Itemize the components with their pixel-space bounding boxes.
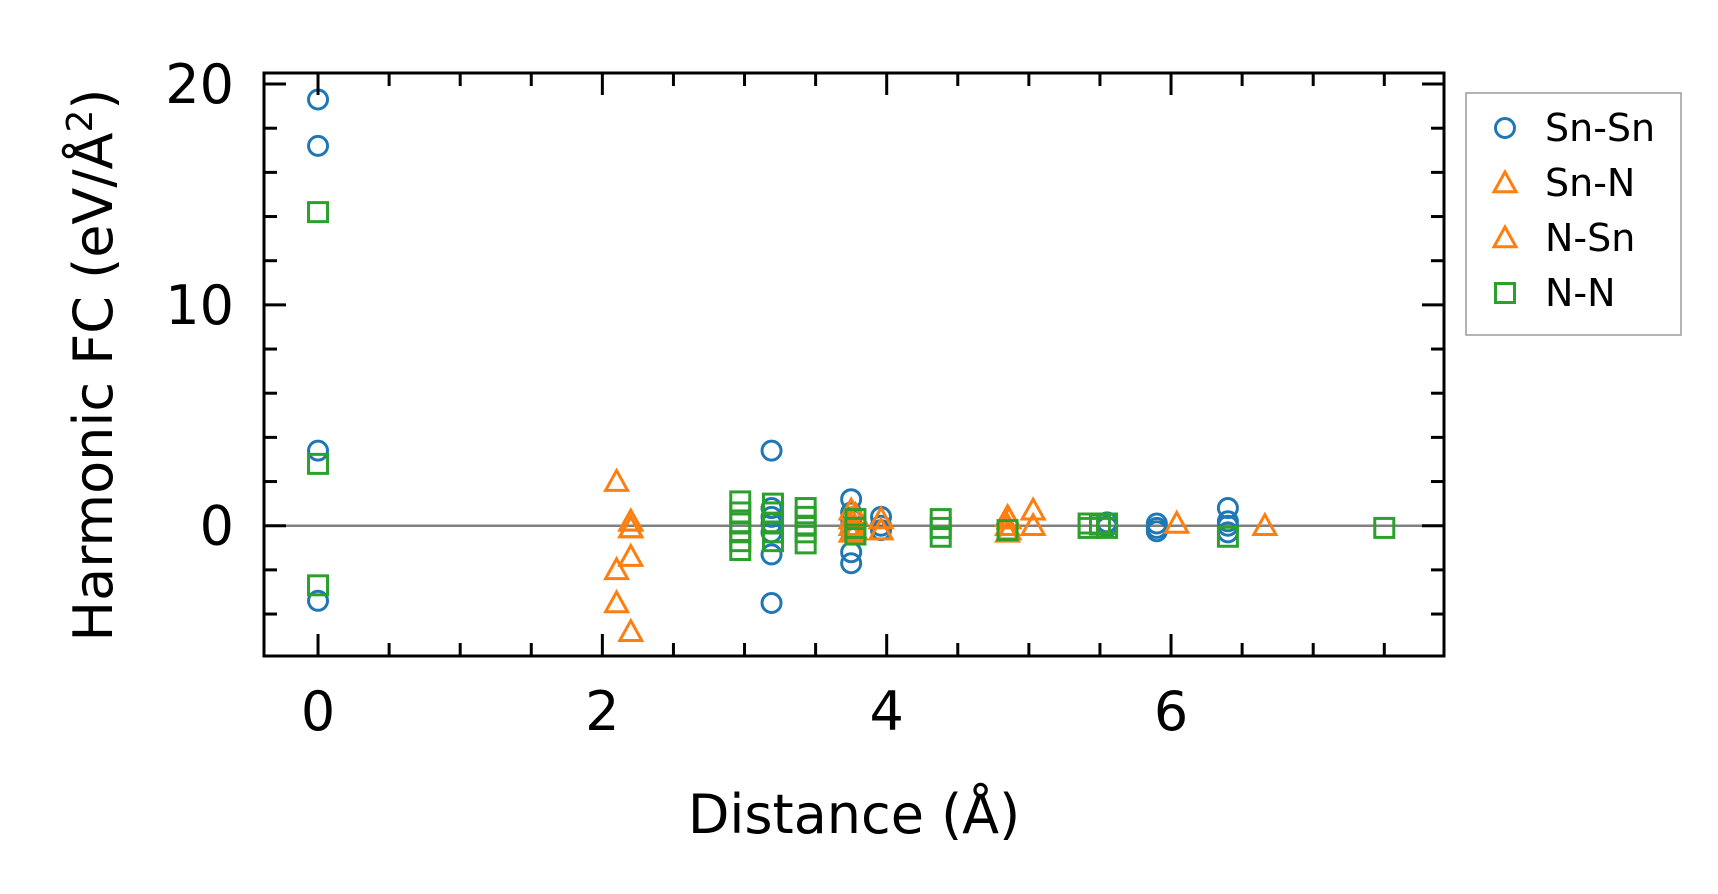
data-point-sn-sn <box>840 552 863 575</box>
data-point-n-n <box>307 574 330 597</box>
axis-ticks-layer <box>264 73 1444 656</box>
y-tick-label: 10 <box>165 274 234 337</box>
data-point-n-n <box>729 490 752 513</box>
data-point-sn-n <box>603 467 631 492</box>
legend-label-n-n: N-N <box>1545 271 1616 315</box>
data-point-n-n <box>1077 512 1100 535</box>
data-point-sn-sn <box>307 134 330 157</box>
data-point-sn-sn <box>1216 514 1239 537</box>
data-point-n-n <box>1373 516 1396 539</box>
x-tick-label: 4 <box>870 680 904 743</box>
data-point-sn-n <box>603 555 631 581</box>
data-point-sn-sn <box>760 439 783 462</box>
data-point-sn-n <box>603 588 631 614</box>
data-point-sn-n <box>1019 511 1047 537</box>
data-point-n-n <box>794 532 817 555</box>
data-point-n-n <box>929 525 952 548</box>
legend-label-sn-sn: Sn-Sn <box>1545 106 1655 150</box>
data-point-sn-n <box>1019 496 1047 521</box>
y-tick-label: 0 <box>200 495 234 558</box>
x-tick-label: 2 <box>585 680 619 743</box>
data-point-n-n <box>844 523 867 546</box>
y-axis-label-close: ) <box>62 89 125 110</box>
data-point-n-sn <box>841 500 869 525</box>
legend-marker-n-n <box>1494 282 1516 304</box>
legend-frame <box>1465 92 1682 336</box>
legend-label-sn-n: Sn-N <box>1545 161 1635 205</box>
data-point-n-sn <box>617 507 645 532</box>
legend-items: Sn-Sn Sn-N N-Sn N-N <box>1491 106 1655 315</box>
data-point-sn-sn <box>760 543 783 566</box>
data-point-n-n <box>996 519 1019 542</box>
legend-marker-sn-sn <box>1494 117 1516 139</box>
data-point-n-n <box>729 539 752 561</box>
data-point-n-n <box>1216 525 1239 548</box>
data-point-sn-n <box>617 542 645 567</box>
legend-marker-sn-n <box>1491 168 1519 194</box>
y-tick-label: 20 <box>165 53 234 116</box>
legend-marker-n-sn <box>1491 223 1519 249</box>
data-point-n-n <box>307 452 330 475</box>
data-point-sn-n <box>867 516 895 541</box>
data-point-n-n <box>307 201 330 224</box>
legend: Sn-Sn Sn-N N-Sn N-N <box>1465 92 1682 336</box>
x-tick-label: 0 <box>301 680 335 743</box>
data-point-n-n <box>729 501 752 524</box>
legend-label-n-sn: N-Sn <box>1545 216 1635 260</box>
x-tick-label: 6 <box>1154 680 1188 743</box>
x-axis-label: Distance (Å) <box>688 782 1020 846</box>
plot-frame <box>262 71 1446 658</box>
data-point-n-sn <box>617 513 645 539</box>
data-point-sn-n <box>1163 509 1191 534</box>
data-point-sn-n <box>867 504 895 530</box>
data-point-n-n <box>761 530 784 553</box>
data-point-sn-sn <box>840 541 863 564</box>
data-point-n-sn <box>995 504 1023 530</box>
y-axis-label-main: Harmonic FC (eV/Å <box>61 132 125 641</box>
data-point-n-n <box>794 521 817 544</box>
data-point-sn-n <box>1251 511 1279 537</box>
y-axis-label-superscript: 2 <box>60 110 101 133</box>
data-point-sn-sn <box>760 592 783 614</box>
data-point-n-n <box>1096 516 1119 539</box>
tick-labels-layer: 0 2 4 6 0 10 20 <box>165 53 1188 743</box>
data-points-layer <box>307 88 1396 643</box>
data-point-sn-n <box>617 617 645 643</box>
y-axis-label: Harmonic FC (eV/Å2) <box>60 89 125 642</box>
data-point-sn-sn <box>307 589 330 612</box>
data-point-sn-sn <box>307 439 330 462</box>
